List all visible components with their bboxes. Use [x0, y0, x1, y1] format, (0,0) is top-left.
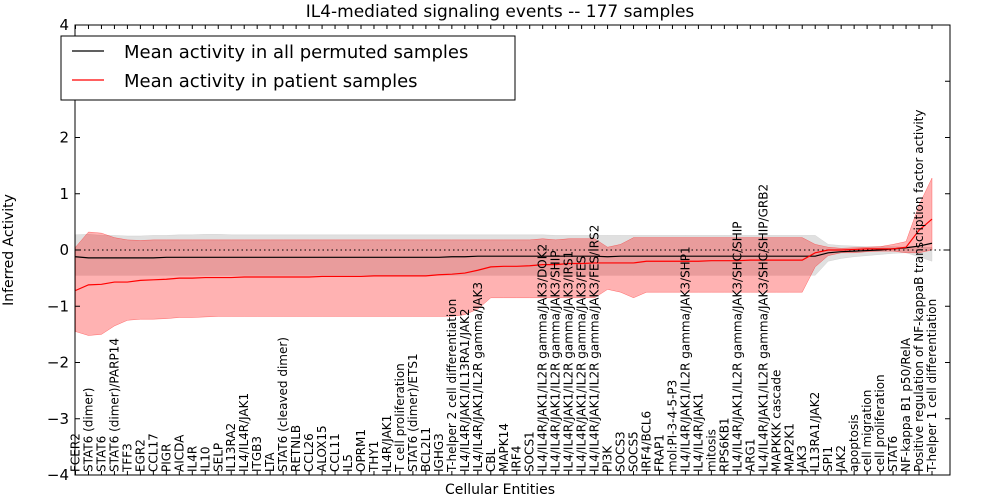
x-tick-label: CCL11 [328, 433, 342, 472]
y-tick-label: −3 [47, 410, 69, 428]
x-tick-label: ALOX15 [315, 425, 329, 472]
x-tick-label: JAK3 [795, 445, 809, 473]
x-tick-label: EGR2 [133, 439, 147, 472]
x-tick-label: mitosis [704, 429, 718, 472]
y-tick-label: 0 [59, 241, 69, 259]
x-tick-label: FRAP1 [652, 434, 666, 472]
x-tick-label: mol:PI-3-4-5-P3 [665, 380, 679, 472]
x-tick-label: CBL [484, 448, 498, 472]
x-tick-label: STAT6 (dimer)/PARP14 [107, 338, 121, 472]
x-axis-label: Cellular Entities [445, 482, 555, 498]
x-tick-label: AICDA [172, 434, 186, 472]
x-tick-label: IGHG3 [432, 433, 446, 472]
x-tick-label: IL4/IL4R/JAK1/IL2R gamma/JAK3/IRS1 [562, 251, 576, 472]
x-tick-label: ITGB3 [250, 436, 264, 472]
x-tick-label: IL4/IL4R/JAK1/IL2R gamma/JAK3/SHC/SHIP [730, 221, 744, 472]
x-tick-label: CCL26 [302, 433, 316, 472]
x-tick-label: IL4/IL4R/JAK1/IL2R gamma/JAK3/DOK2 [536, 244, 550, 472]
x-tick-label: cell proliferation [873, 374, 887, 472]
x-tick-label: IL4/IL4R/JAK1/IL2R gamma/JAK3/SHIP [549, 251, 563, 472]
x-tick-label: NF-kappa B1 p50/RelA [899, 337, 913, 472]
series-line-patient [75, 218, 933, 292]
legend-label-patient: Mean activity in patient samples [124, 71, 418, 92]
x-tick-label: TFF3 [120, 443, 134, 473]
series-line-permuted [75, 242, 933, 259]
x-tick-label: PI3K [601, 445, 615, 472]
legend-box [60, 35, 516, 101]
x-tick-label: JAK2 [834, 445, 848, 473]
x-tick-label: STAT6 (dimer) [81, 388, 95, 472]
band-permuted [75, 233, 933, 276]
series-lines [75, 218, 933, 292]
x-tick-label: RETNLB [289, 425, 303, 472]
x-tick-label: IL4/IL4R/JAK1/IL2R gamma/JAK3/SHP1 [678, 246, 692, 472]
y-axis-label: Inferred Activity [1, 194, 17, 306]
y-tick-label: −2 [47, 354, 69, 372]
chart-title: IL4-mediated signaling events -- 177 sam… [306, 2, 695, 22]
x-tick-label: IL4/IL4R/JAK1/IL13RA1/JAK2 [458, 309, 472, 473]
axes: −4−3−2−101234 [47, 16, 951, 484]
x-tick-label: IL4/IL4R/JAK1/IL2R gamma/JAK3/FES [575, 256, 589, 472]
x-tick-label: MAPK14 [497, 423, 511, 472]
y-tick-label: 2 [59, 129, 69, 147]
x-tick-label: ARG1 [743, 439, 757, 472]
x-tick-label: SOCS1 [523, 431, 537, 472]
x-tick-label: STAT6 [886, 436, 900, 472]
x-tick-label: IL5 [341, 454, 355, 472]
y-tick-label: 4 [59, 16, 69, 34]
x-tick-label: apoptosis [847, 414, 861, 472]
x-tick-label: STAT6 (cleaved dimer) [276, 337, 290, 472]
x-tick-label: SPI1 [821, 446, 835, 472]
x-tick-label: LTA [263, 452, 277, 472]
legend-label-permuted: Mean activity in all permuted samples [124, 42, 468, 63]
x-tick-label: OPRM1 [354, 429, 368, 472]
x-tick-label: IL4/IL4R/JAK1/IL2R gamma/JAK3/SHC/SHIP/G… [756, 184, 770, 472]
x-tick-label: Positive regulation of NF-kappaB transcr… [912, 110, 926, 473]
x-tick-label: IL4R [185, 446, 199, 472]
x-tick-label: IL4R/JAK1 [380, 415, 394, 472]
y-tick-label: −1 [47, 297, 69, 315]
x-tick-label: PIGR [159, 444, 173, 472]
x-tick-label: THY1 [367, 441, 381, 473]
x-tick-label: IL13RA1/JAK2 [808, 392, 822, 472]
x-tick-label: RPS6KB1 [717, 417, 731, 472]
x-tick-label: IL4/IL4R/JAK1 [691, 393, 705, 472]
x-tick-label: IL4/IL4R/JAK1/IL2R gamma/JAK3/FES/IRS2 [588, 225, 602, 472]
y-tick-label: −4 [47, 466, 69, 484]
x-tick-label: SOCS3 [614, 431, 628, 472]
legend: Mean activity in all permuted samples Me… [60, 35, 516, 101]
y-tick-label: 1 [59, 185, 69, 203]
x-tick-label: T-helper 2 cell differentiation [445, 299, 459, 473]
x-tick-label: BCL2L1 [419, 427, 433, 472]
x-tick-label: MAPKKK cascade [769, 370, 783, 472]
x-tick-label: SELP [211, 443, 225, 472]
x-tick-label: T cell proliferation [393, 363, 407, 473]
x-tick-label: MAP2K1 [782, 423, 796, 472]
x-tick-label: IRF4 [510, 446, 524, 472]
x-tick-label: cell migration [860, 390, 874, 472]
x-tick-label: T-helper 1 cell differentiation [925, 299, 939, 473]
x-tick-label: IL13RA2 [224, 423, 238, 472]
x-tick-label: STAT6 [94, 436, 108, 472]
x-tick-label: IRF4/BCL6 [640, 411, 654, 472]
x-tick-label: IL4/IL4R/JAK1/IL2R gamma/JAK3 [471, 282, 485, 472]
x-tick-label: STAT6 (dimer)/ETS1 [406, 353, 420, 472]
x-tick-label: IL4/IL4R/JAK1 [237, 393, 251, 472]
x-tick-label: SOCS5 [627, 431, 641, 472]
x-tick-label: IL10 [198, 447, 212, 473]
x-tick-label: CCL17 [146, 433, 160, 472]
